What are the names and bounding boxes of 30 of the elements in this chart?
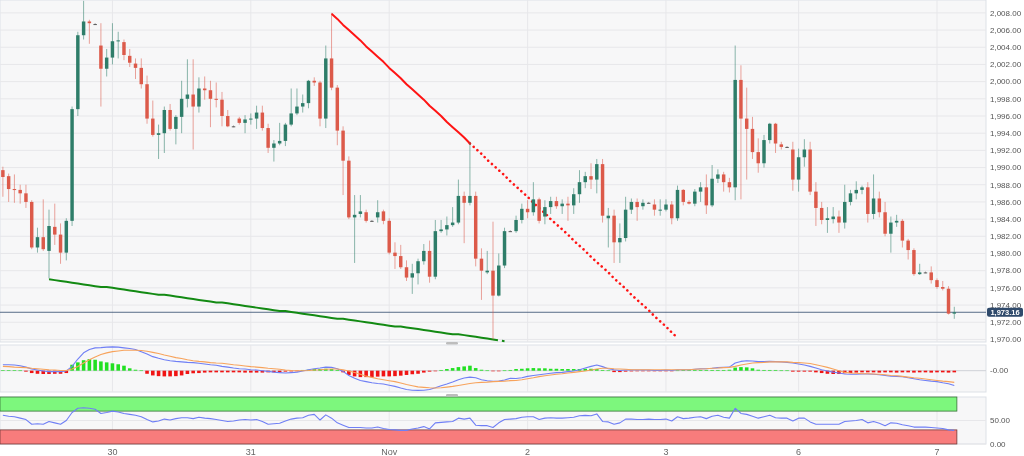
y-tick-label: 2,002.00 bbox=[990, 60, 1022, 70]
text: -0.00 bbox=[990, 366, 1009, 376]
y-tick-label: 1,994.00 bbox=[990, 128, 1022, 138]
y-tick-label: 1,992.00 bbox=[990, 146, 1022, 156]
x-tick-label: 6 bbox=[796, 447, 802, 456]
y-tick-label: 1,996.00 bbox=[990, 111, 1022, 121]
y-tick-label: 2,008.00 bbox=[990, 8, 1022, 18]
y-tick-label: 1,978.00 bbox=[990, 266, 1022, 276]
y-tick-label: 1,986.00 bbox=[990, 197, 1022, 207]
y-tick-label: 1,970.00 bbox=[990, 335, 1022, 345]
y-tick-label: 1,990.00 bbox=[990, 163, 1022, 173]
y-tick-label: 0.00 bbox=[990, 439, 1007, 449]
x-tick-label: 3 bbox=[663, 447, 669, 456]
y-tick-label: 2,000.00 bbox=[990, 77, 1022, 87]
x-tick-label: 30 bbox=[107, 447, 118, 456]
y-tick-label: 1,982.00 bbox=[990, 232, 1022, 242]
y-tick-label: 1,998.00 bbox=[990, 94, 1022, 104]
y-tick-label: 2,006.00 bbox=[990, 25, 1022, 35]
y-tick-label: 1,974.00 bbox=[990, 300, 1022, 310]
x-tick-label: 31 bbox=[245, 447, 256, 456]
y-tick-label: 1,972.00 bbox=[990, 318, 1022, 328]
x-tick-label: Nov bbox=[381, 447, 398, 456]
y-tick-label: 50.00 bbox=[990, 416, 1011, 426]
y-tick-label: 2,004.00 bbox=[990, 43, 1022, 53]
y-tick-label: 1,984.00 bbox=[990, 214, 1022, 224]
x-tick-label: 2 bbox=[525, 447, 531, 456]
y-tick-label: 1,976.00 bbox=[990, 283, 1022, 293]
x-tick-label: 7 bbox=[934, 447, 940, 456]
y-tick-label: 1,988.00 bbox=[990, 180, 1022, 190]
y-tick-label: 1,980.00 bbox=[990, 249, 1022, 259]
